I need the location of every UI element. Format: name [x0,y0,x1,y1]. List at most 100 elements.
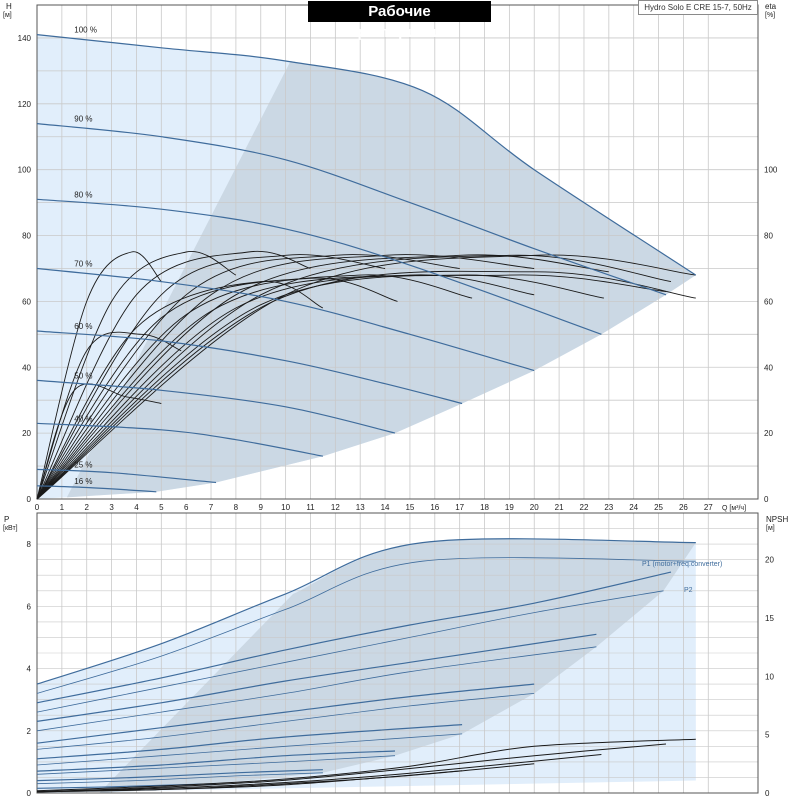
power-curve [36,557,696,694]
head-speed-curve [36,34,697,276]
head-speed-curve [36,468,217,484]
q-x-tick-label: 22 [580,503,589,512]
q-x-tick-label: 21 [555,503,564,512]
q-x-tick-label: 24 [629,503,638,512]
npsh-y-tick-label: 0 [765,789,770,798]
power-y-tick-label: 4 [27,665,32,674]
eta-y-tick-label: 80 [764,232,773,241]
p2-series-label: P2 [684,587,693,594]
npsh-y-axis-unit: [м] [766,525,775,532]
q-x-tick-label: 18 [480,503,489,512]
q-x-tick-label: 9 [259,503,264,512]
power-y-axis-title: P [4,515,9,524]
head-speed-curve [36,422,324,457]
npsh-y-tick-label: 15 [765,614,774,623]
npsh-curve [36,754,602,793]
speed-label: 50 % [74,371,92,380]
efficiency-curve [36,331,182,500]
head-y-axis-title: H [6,2,12,11]
q-x-tick-label: 25 [654,503,663,512]
q-x-tick-label: 14 [381,503,390,512]
power-y-tick-label: 8 [27,540,32,549]
head-y-axis-unit: [м] [3,12,12,19]
power-curve [36,755,396,775]
eta-y-tick-label: 40 [764,363,773,372]
power-curve [36,633,597,722]
head-y-tick-label: 120 [18,100,32,109]
power-region-shaded [99,538,696,793]
q-x-tick-label: 20 [530,503,539,512]
q-x-tick-label: 27 [704,503,713,512]
npsh-y-tick-label: 20 [765,556,774,565]
q-x-tick-label: 4 [134,503,139,512]
efficiency-curve [36,274,604,500]
efficiency-curve [36,254,672,500]
npsh-curve [36,743,667,793]
efficiency-curve [36,254,386,500]
power-curve [36,693,535,750]
q-x-tick-label: 16 [430,503,439,512]
q-x-tick-label: 3 [109,503,114,512]
power-curve [36,571,672,704]
q-x-tick-label: 13 [356,503,365,512]
head-speed-curve [36,379,396,434]
power-curve [36,683,535,744]
power-curve [36,772,323,785]
power-plot-frame [36,512,759,794]
npsh-curve [36,770,463,793]
q-x-tick-label: 17 [455,503,464,512]
power-curve [36,733,463,766]
q-x-tick-label: 5 [159,503,164,512]
q-x-tick-label: 10 [281,503,290,512]
eta-y-tick-label: 60 [764,297,773,306]
efficiency-curve [36,250,311,500]
npsh-curve [36,738,696,792]
eta-y-tick-label: 0 [764,495,769,504]
q-x-tick-label: 23 [604,503,613,512]
q-x-tick-label: 6 [184,503,189,512]
q-x-tick-label: 2 [84,503,89,512]
pump-model-label: Hydro Solo E CRE 15-7, 50Hz [638,0,758,15]
q-x-tick-label: 0 [35,503,40,512]
efficiency-curve [36,254,696,500]
power-y-tick-label: 6 [27,602,32,611]
q-x-tick-label: 15 [405,503,414,512]
speed-label: 80 % [74,190,92,199]
head-y-tick-label: 20 [22,429,31,438]
eta-y-tick-label: 100 [764,166,778,175]
head-y-tick-label: 100 [18,166,32,175]
power-curve [36,750,396,772]
efficiency-curve [36,274,667,500]
speed-label: 60 % [74,322,92,331]
npsh-y-tick-label: 10 [765,672,774,681]
q-x-tick-label: 19 [505,503,514,512]
power-y-tick-label: 2 [27,727,32,736]
power-curve [36,724,463,760]
q-x-tick-label: 7 [209,503,214,512]
head-y-tick-label: 40 [22,363,31,372]
head-y-tick-label: 140 [18,34,32,43]
power-curve [36,646,597,732]
npsh-y-tick-label: 5 [765,731,770,740]
efficiency-curve [36,251,162,500]
efficiency-curve [36,277,398,500]
speed-label: 70 % [74,259,92,268]
efficiency-curve [36,274,535,500]
head-speed-curve [36,123,667,296]
speed-label: 90 % [74,115,92,124]
head-speed-curve [36,198,602,335]
speed-label: 40 % [74,414,92,423]
power-y-axis-unit: [кВт] [3,525,18,532]
efficiency-curve [36,251,237,500]
chart-title: Рабочие характеристики [308,1,491,41]
speed-label: 16 % [74,477,92,486]
q-x-tick-label: 11 [306,503,315,512]
head-y-tick-label: 60 [22,297,31,306]
head-y-tick-label: 80 [22,232,31,241]
eta-y-tick-label: 20 [764,429,773,438]
power-curve [36,538,696,685]
eta-y-axis-title: eta [765,2,777,11]
q-x-tick-label: 12 [331,503,340,512]
